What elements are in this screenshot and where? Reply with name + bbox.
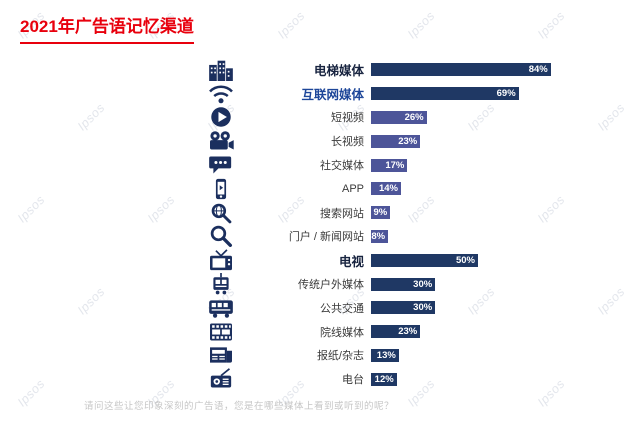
category-label: 公共交通 <box>320 302 364 315</box>
category-label: 社交媒体 <box>320 160 364 173</box>
bar-track: 84% <box>371 63 624 77</box>
watermark-text: Ipsos <box>14 376 48 410</box>
chart-row: APP 14% <box>192 177 624 201</box>
bar-track: 17% <box>371 158 624 172</box>
bar-track: 23% <box>371 134 624 148</box>
chart-row: 电梯媒体 84% <box>192 58 624 82</box>
play-button-icon <box>192 106 250 128</box>
newspaper-icon <box>192 344 250 366</box>
category-label: 电台 <box>342 374 364 387</box>
bar: 30% <box>371 277 436 291</box>
value-label: 12% <box>374 373 394 385</box>
tram-icon <box>192 273 250 295</box>
wifi-icon <box>192 83 250 105</box>
chat-bubble-icon <box>192 154 250 176</box>
chart-row: 电台 12% <box>192 367 624 391</box>
chart-row: 报纸/杂志 13% <box>192 344 624 368</box>
category-label: 院线媒体 <box>320 326 364 339</box>
value-label: 26% <box>404 111 424 123</box>
category-label: 互联网媒体 <box>301 88 364 103</box>
value-label: 30% <box>413 278 433 290</box>
bar-track: 13% <box>371 348 624 362</box>
category-label: 电视 <box>338 254 364 269</box>
chart-row: 院线媒体 23% <box>192 320 624 344</box>
bar: 12% <box>371 372 397 386</box>
bar: 9% <box>371 206 391 220</box>
watermark-text: Ipsos <box>534 8 568 42</box>
smartphone-icon <box>192 178 250 200</box>
watermark-text: Ipsos <box>404 8 438 42</box>
bar: 8% <box>371 229 389 243</box>
value-label: 13% <box>376 349 396 361</box>
value-label: 14% <box>378 183 398 195</box>
film-strip-icon <box>192 321 250 343</box>
chart-row: 长视频 23% <box>192 129 624 153</box>
tv-icon <box>192 249 250 271</box>
watermark-text: Ipsos <box>74 284 108 318</box>
footnote: 请问这些让您印象深刻的广告语，您是在哪些媒体上看到或听到的呢？ <box>84 401 395 412</box>
chart-row: 传统户外媒体 30% <box>192 272 624 296</box>
value-label: 23% <box>398 135 418 147</box>
bar-chart: 电梯媒体 84% 互联网媒体 69% 短视频 26% <box>192 58 624 391</box>
category-label: 报纸/杂志 <box>316 350 364 363</box>
bar-track: 69% <box>371 87 624 101</box>
category-label: 短视频 <box>331 112 364 125</box>
chart-row: 电视 50% <box>192 248 624 272</box>
chart-row: 社交媒体 17% <box>192 153 624 177</box>
bar-track: 30% <box>371 277 624 291</box>
bar-track: 26% <box>371 110 624 124</box>
value-label: 50% <box>455 254 475 266</box>
chart-row: 短视频 26% <box>192 106 624 130</box>
value-label: 17% <box>385 159 405 171</box>
watermark-text: Ipsos <box>144 192 178 226</box>
value-label: 23% <box>398 326 418 338</box>
bar: 13% <box>371 348 399 362</box>
video-camera-icon <box>192 130 250 152</box>
category-label: 门户 / 新闻网站 <box>288 231 364 244</box>
bar: 23% <box>371 325 421 339</box>
bar-track: 9% <box>371 206 624 220</box>
value-label: 84% <box>528 64 548 76</box>
elevator-building-icon <box>192 59 250 81</box>
bar-track: 14% <box>371 182 624 196</box>
bar-track: 23% <box>371 325 624 339</box>
category-label: APP <box>341 182 364 195</box>
bar: 30% <box>371 301 436 315</box>
chart-title: 2021年广告语记忆渠道 <box>20 12 194 44</box>
watermark-text: Ipsos <box>14 192 48 226</box>
bar: 69% <box>371 87 519 101</box>
value-label: 9% <box>373 207 388 219</box>
chart-row: 门户 / 新闻网站 8% <box>192 225 624 249</box>
bar: 23% <box>371 134 421 148</box>
bus-icon <box>192 297 250 319</box>
chart-row: 互联网媒体 69% <box>192 82 624 106</box>
bar-track: 50% <box>371 253 624 267</box>
watermark-text: Ipsos <box>274 8 308 42</box>
bar: 26% <box>371 110 427 124</box>
bar: 84% <box>371 63 551 77</box>
bar-track: 8% <box>371 229 624 243</box>
value-label: 30% <box>413 302 433 314</box>
watermark-text: Ipsos <box>74 100 108 134</box>
category-label: 长视频 <box>331 136 364 149</box>
chart-row: 公共交通 30% <box>192 296 624 320</box>
value-label: 69% <box>496 88 516 100</box>
category-label: 传统户外媒体 <box>298 279 364 292</box>
value-label: 8% <box>371 230 386 242</box>
bar: 14% <box>371 182 401 196</box>
category-label: 搜索网站 <box>320 207 364 220</box>
chart-row: 搜索网站 9% <box>192 201 624 225</box>
magnifier-icon <box>192 225 250 248</box>
bar-track: 30% <box>371 301 624 315</box>
bar: 50% <box>371 253 478 267</box>
bar: 17% <box>371 158 408 172</box>
bar-track: 12% <box>371 372 624 386</box>
category-label: 电梯媒体 <box>313 64 364 79</box>
radio-icon <box>192 368 250 390</box>
search-globe-icon <box>192 202 250 224</box>
